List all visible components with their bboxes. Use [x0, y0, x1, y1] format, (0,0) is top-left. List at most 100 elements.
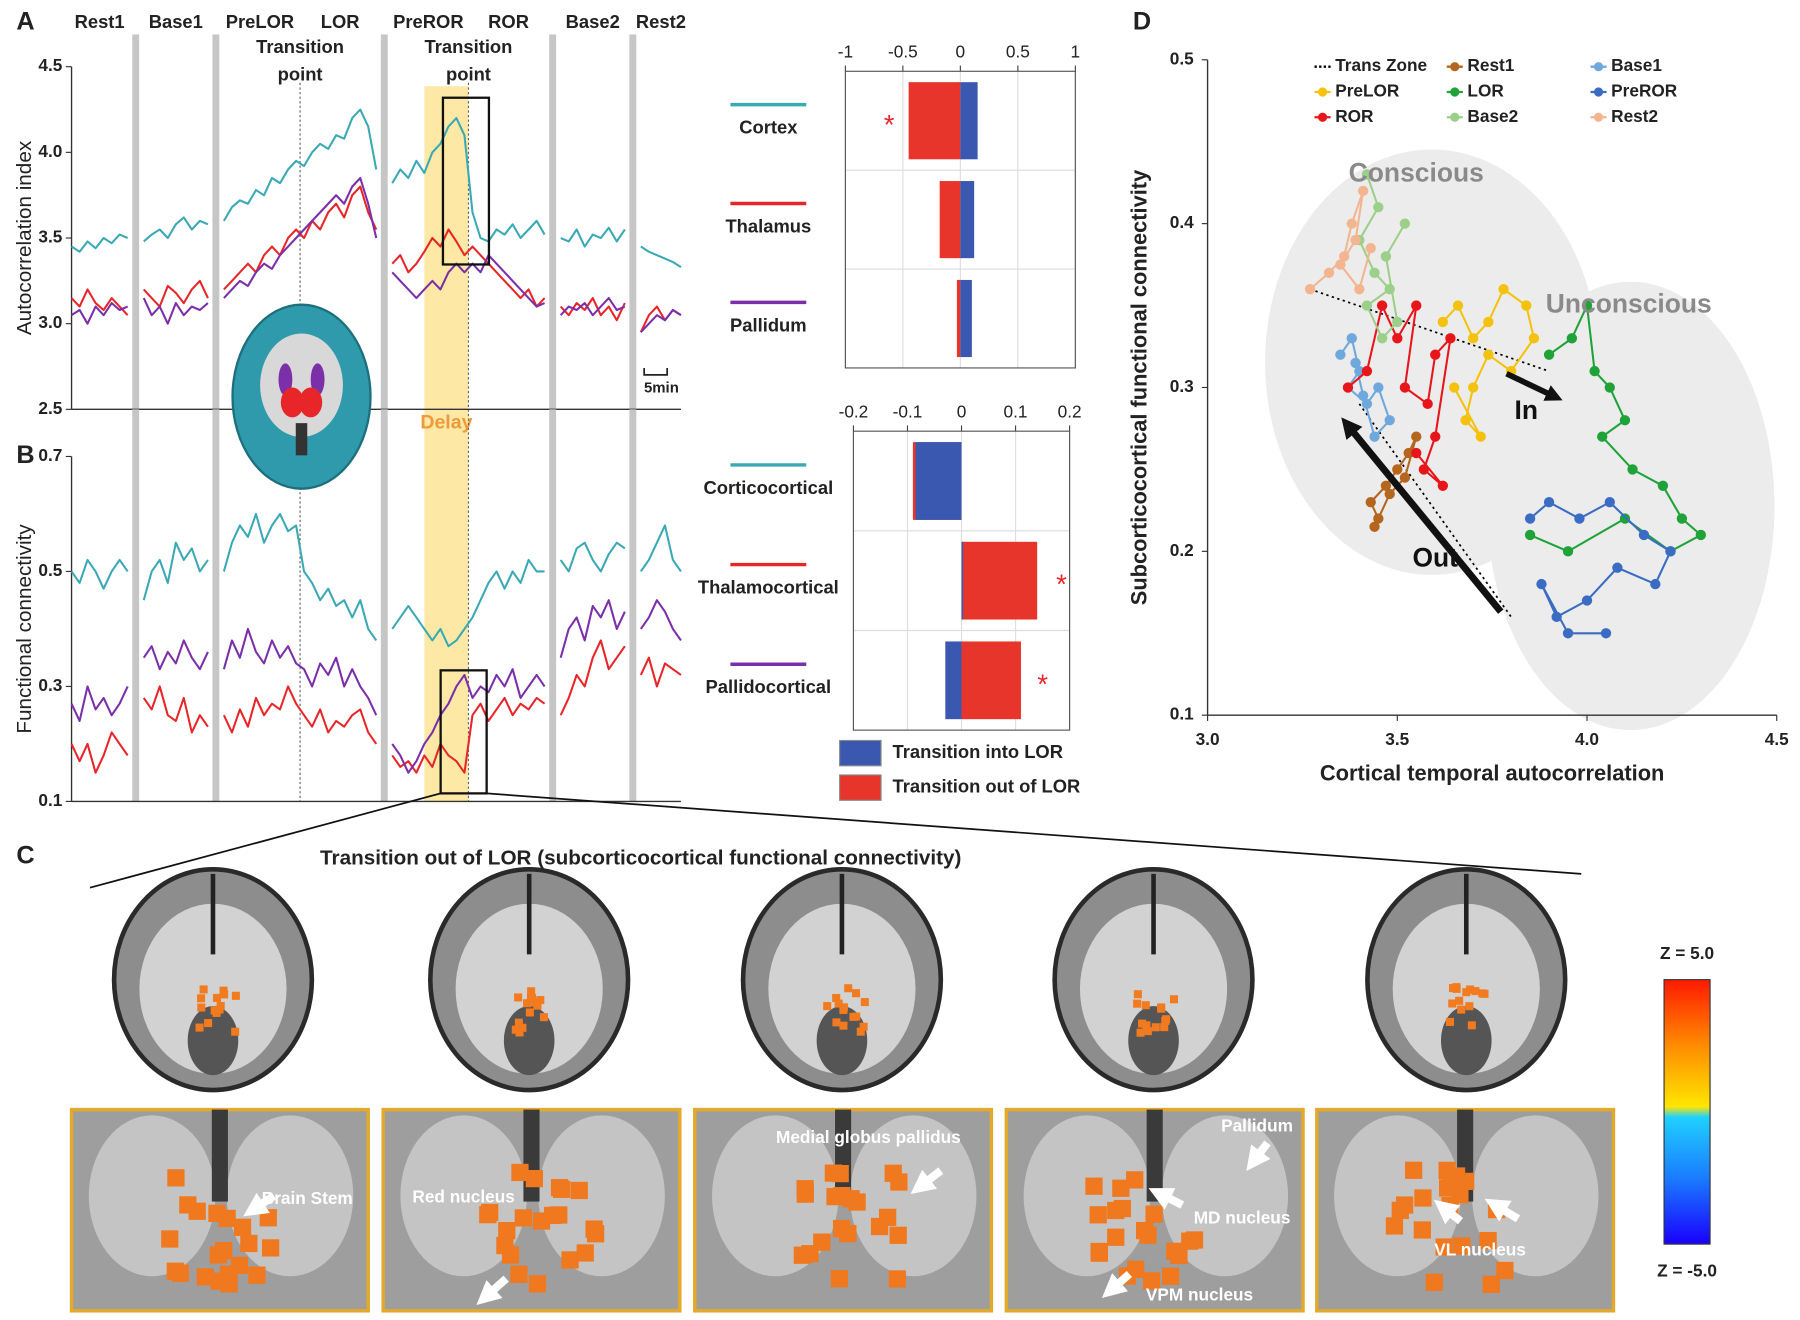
- activation: [852, 1012, 861, 1021]
- inset-tissue: [849, 1115, 977, 1277]
- highlight-box: [441, 96, 491, 266]
- arrow: [1341, 417, 1504, 614]
- point: [1483, 316, 1494, 328]
- point: [1452, 300, 1464, 311]
- activation: [856, 1027, 865, 1036]
- brain-part: [299, 387, 323, 418]
- activation: [1414, 1189, 1432, 1207]
- y-tick-label: 0.1: [1170, 704, 1194, 724]
- point: [1676, 513, 1688, 524]
- legend-label: Base2: [1467, 106, 1518, 126]
- activation: [171, 1264, 189, 1282]
- colorbar-min: Z = -5.0: [1657, 1260, 1717, 1280]
- phase-label: Base2: [566, 11, 620, 32]
- activation: [1143, 1027, 1152, 1036]
- activation: [240, 1234, 258, 1253]
- pointer-arrow: [1433, 1199, 1464, 1225]
- point: [1449, 382, 1460, 393]
- activation: [533, 1001, 542, 1010]
- point: [1346, 218, 1357, 229]
- bar: [960, 181, 975, 259]
- bar: [939, 181, 961, 259]
- zoom-line: [486, 792, 1582, 875]
- activation: [501, 1246, 520, 1264]
- activation: [1135, 1221, 1154, 1240]
- y-tick-label: 0.3: [38, 675, 62, 695]
- ventricle: [1440, 1006, 1492, 1076]
- point: [1361, 365, 1373, 377]
- delay-band: [424, 86, 469, 802]
- colorbar-max: Z = 5.0: [1660, 943, 1714, 963]
- activation: [1170, 1246, 1188, 1265]
- point: [1346, 333, 1357, 344]
- point: [1524, 513, 1536, 524]
- activation: [514, 993, 523, 1002]
- activation: [585, 1220, 603, 1238]
- point: [1384, 284, 1395, 295]
- point: [1354, 284, 1365, 295]
- brain-inner: [260, 333, 343, 437]
- point: [1411, 447, 1422, 459]
- panel-label: B: [16, 441, 34, 469]
- activation: [231, 1027, 240, 1036]
- phase-separator: [380, 409, 388, 802]
- x-tick-label: 1: [1071, 41, 1081, 61]
- activation: [831, 1164, 849, 1183]
- activation: [1157, 1004, 1166, 1013]
- point: [1399, 472, 1411, 483]
- point: [1350, 357, 1361, 369]
- activation: [1385, 1217, 1404, 1235]
- brain-white-matter: [139, 903, 287, 1074]
- activation: [1126, 1171, 1144, 1189]
- point: [1361, 398, 1373, 410]
- point: [1562, 546, 1574, 557]
- inset-tissue: [226, 1115, 354, 1277]
- category-label: Cortex: [739, 117, 798, 138]
- activation: [1455, 996, 1464, 1005]
- bar: [961, 541, 964, 620]
- point: [1342, 382, 1354, 393]
- y-tick-label: 0.4: [1170, 212, 1194, 232]
- x-tick-label: 3.0: [1196, 729, 1220, 749]
- point: [1323, 267, 1335, 278]
- activation: [889, 1226, 907, 1244]
- point: [1411, 300, 1422, 311]
- point: [1551, 611, 1562, 623]
- brain-white-matter: [768, 903, 916, 1074]
- point: [1335, 259, 1346, 270]
- activation: [1142, 1272, 1161, 1290]
- activation: [884, 1164, 902, 1182]
- activation: [826, 1187, 844, 1206]
- phase-separator: [380, 34, 388, 410]
- activation: [527, 987, 536, 996]
- panel-label: C: [16, 841, 34, 869]
- series-line: [70, 599, 682, 774]
- activation: [518, 1023, 527, 1032]
- activation: [210, 1006, 219, 1015]
- activation: [525, 1008, 534, 1017]
- phase-separator: [549, 409, 557, 802]
- point: [1695, 529, 1707, 541]
- point: [1574, 513, 1585, 524]
- structure-label: Red nucleus: [412, 1187, 514, 1207]
- point: [1373, 202, 1384, 213]
- point: [1361, 300, 1373, 311]
- inset-midline: [523, 1109, 540, 1202]
- region: [1486, 281, 1775, 731]
- annotation: Out: [1412, 543, 1458, 573]
- activation: [1479, 1231, 1497, 1250]
- point: [1604, 497, 1615, 508]
- activation: [262, 1239, 280, 1257]
- legend-marker: [1450, 62, 1460, 72]
- activation: [823, 1002, 832, 1011]
- y-tick-label: 0.1: [38, 790, 62, 810]
- phase-separator: [212, 34, 220, 410]
- activation: [1113, 1199, 1131, 1218]
- point: [1365, 243, 1376, 254]
- activation: [1448, 999, 1457, 1008]
- point: [1475, 431, 1486, 442]
- point: [1543, 497, 1555, 508]
- structure-label: Medial globus pallidus: [776, 1127, 961, 1147]
- y-tick-label: 0.3: [1170, 376, 1194, 396]
